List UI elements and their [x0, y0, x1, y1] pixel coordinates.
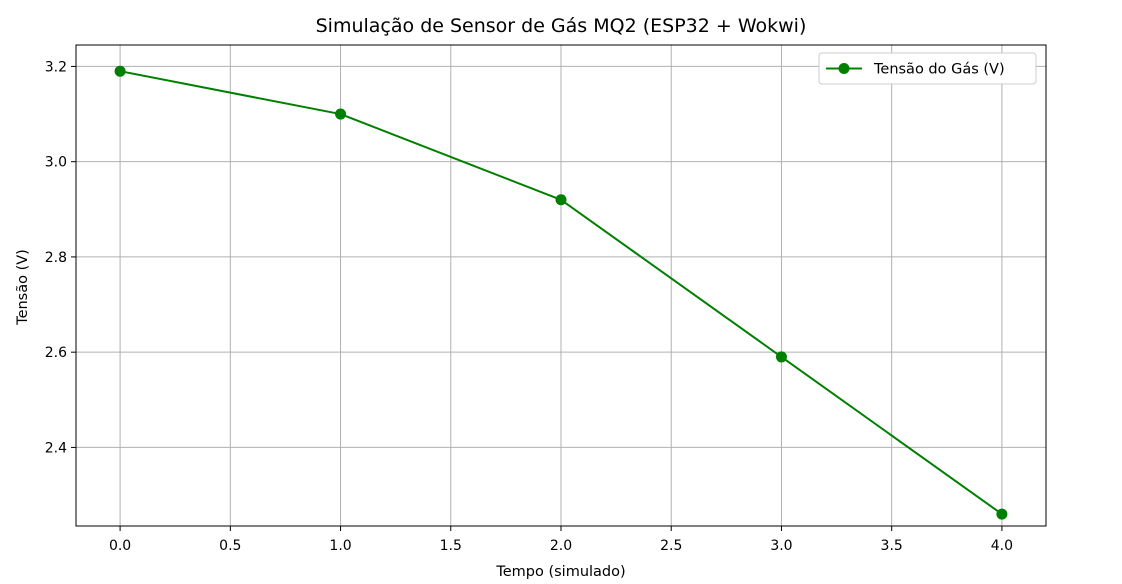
x-tick-label: 0.5 [219, 538, 241, 554]
y-tick-label: 2.8 [45, 250, 67, 266]
grid-lines [76, 45, 1046, 526]
y-axis-label: Tensão (V) [15, 249, 31, 326]
x-axis-label: Tempo (simulado) [495, 564, 625, 580]
y-ticks: 2.4 2.6 2.8 3.0 3.2 [45, 59, 76, 456]
chart-title: Simulação de Sensor de Gás MQ2 (ESP32 + … [316, 15, 807, 37]
legend-marker [838, 63, 850, 74]
y-tick-label: 3.2 [45, 59, 67, 75]
x-tick-label: 1.5 [440, 538, 462, 554]
legend-label: Tensão do Gás (V) [873, 62, 1005, 78]
x-tick-label: 1.0 [329, 538, 351, 554]
x-tick-label: 4.0 [991, 538, 1013, 554]
data-point [335, 108, 347, 120]
x-ticks: 0.0 0.5 1.0 1.5 2.0 2.5 3.0 3.5 4.0 [109, 526, 1013, 554]
y-tick-label: 3.0 [45, 155, 67, 171]
plot-frame [75, 44, 1047, 527]
legend-box [818, 52, 1037, 85]
data-point [775, 351, 787, 363]
data-point [555, 194, 567, 206]
y-tick-label: 2.6 [45, 345, 67, 361]
series-group [114, 65, 1008, 520]
x-tick-label: 3.5 [881, 538, 903, 554]
legend: Tensão do Gás (V) [818, 52, 1037, 85]
x-tick-label: 0.0 [109, 538, 131, 554]
x-tick-label: 3.0 [770, 538, 792, 554]
data-point [114, 65, 126, 77]
x-tick-label: 2.5 [660, 538, 682, 554]
y-tick-label: 2.4 [45, 440, 67, 456]
data-point [996, 508, 1008, 520]
x-tick-label: 2.0 [550, 538, 572, 554]
